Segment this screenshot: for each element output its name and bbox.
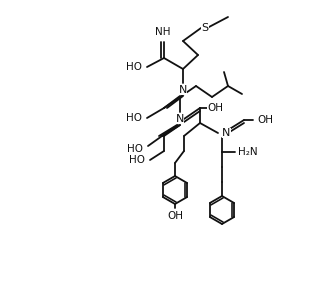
Text: NH: NH: [155, 27, 171, 37]
Text: HO: HO: [126, 62, 142, 72]
Text: OH: OH: [167, 211, 183, 221]
Text: N: N: [179, 85, 187, 95]
Text: HO: HO: [127, 144, 143, 154]
Text: N: N: [222, 128, 230, 138]
Text: H₂N: H₂N: [238, 147, 257, 157]
Text: S: S: [202, 23, 208, 33]
Text: OH: OH: [207, 103, 223, 113]
Text: N: N: [176, 114, 184, 124]
Text: OH: OH: [257, 115, 273, 125]
Text: HO: HO: [129, 155, 145, 165]
Text: HO: HO: [126, 113, 142, 123]
